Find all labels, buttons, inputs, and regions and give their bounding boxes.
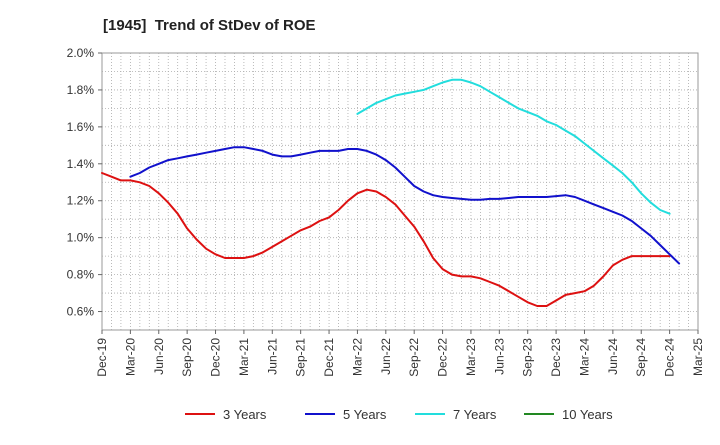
- y-tick-label: 0.8%: [67, 268, 95, 282]
- x-tick-label: Dec-20: [209, 338, 223, 377]
- x-tick-label: Dec-23: [549, 338, 563, 377]
- y-tick-label: 1.8%: [67, 83, 95, 97]
- x-tick-label: Jun-23: [492, 338, 506, 375]
- legend: 3 Years 5 Years 7 Years 10 Years: [185, 407, 613, 422]
- x-tick-label: Dec-22: [436, 338, 450, 377]
- x-tick-label: Mar-21: [237, 338, 251, 376]
- x-tick-label: Mar-23: [464, 338, 478, 376]
- x-tick-label: Sep-22: [407, 338, 421, 377]
- x-tick-label: Mar-20: [123, 338, 137, 376]
- legend-label-3-years: 3 Years: [223, 407, 267, 422]
- legend-label-7-years: 7 Years: [453, 407, 497, 422]
- x-tick-label: Dec-19: [95, 338, 109, 377]
- x-tick-label: Mar-24: [577, 338, 591, 376]
- series-line-3-years: [101, 172, 671, 307]
- legend-label-5-years: 5 Years: [343, 407, 387, 422]
- series-line-5-years: [129, 146, 681, 265]
- legend-label-10-years: 10 Years: [562, 407, 613, 422]
- grid: [101, 52, 699, 331]
- x-tick-label: Jun-21: [265, 338, 279, 375]
- x-tick-label: Jun-20: [152, 338, 166, 375]
- x-tick-label: Jun-24: [606, 338, 620, 375]
- y-tick-label: 1.2%: [67, 194, 95, 208]
- x-tick-label: Dec-24: [663, 338, 677, 377]
- series-lines: [101, 78, 681, 307]
- y-tick-label: 1.0%: [67, 231, 95, 245]
- x-tick-label: Mar-25: [691, 338, 705, 376]
- y-tick-label: 1.6%: [67, 120, 95, 134]
- x-tick-label: Sep-20: [180, 338, 194, 377]
- x-tick-label: Jun-22: [379, 338, 393, 375]
- x-tick-label: Mar-22: [350, 338, 364, 376]
- x-tick-label: Sep-23: [521, 338, 535, 377]
- x-tick-label: Sep-24: [634, 338, 648, 377]
- chart-title: [1945] Trend of StDev of ROE: [103, 17, 316, 34]
- x-axis: Dec-19 Mar-20 Jun-20 Sep-20 Dec-20 Mar-21 Jun-…: [95, 330, 705, 377]
- x-tick-label: Dec-21: [322, 338, 336, 377]
- y-axis: 0.6% 0.8% 1.0% 1.2% 1.4% 1.6% 1.8% 2.0%: [67, 46, 102, 319]
- y-tick-label: 2.0%: [67, 46, 95, 60]
- x-tick-label: Sep-21: [294, 338, 308, 377]
- y-tick-label: 1.4%: [67, 157, 95, 171]
- series-line-7-years: [356, 78, 671, 215]
- plot-area: [101, 52, 699, 331]
- y-tick-label: 0.6%: [67, 305, 95, 319]
